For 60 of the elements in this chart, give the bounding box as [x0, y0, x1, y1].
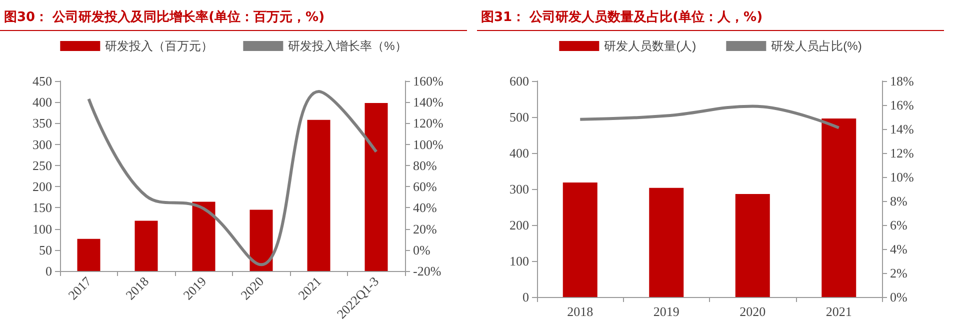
- y-tick-label: 0: [46, 264, 52, 278]
- line-series: [87, 90, 378, 266]
- y2-tick-label: 60%: [413, 179, 437, 194]
- y-tick-label: 300: [32, 136, 52, 152]
- bar: [134, 220, 158, 271]
- y2-tick-label: 4%: [890, 242, 908, 256]
- y-tick-label: 100: [32, 221, 52, 236]
- y2-tick-label: 80%: [413, 158, 437, 173]
- y2-tick-label: 40%: [413, 200, 437, 216]
- x-tick-label: 2021: [826, 304, 852, 319]
- y2-tick-label: -20%: [413, 264, 442, 278]
- y2-tick-label: 120%: [413, 116, 444, 131]
- bar: [562, 182, 598, 297]
- y2-tick-label: 100%: [413, 136, 444, 152]
- y-tick-label: 350: [32, 116, 52, 131]
- chart-title: 图30： 公司研发投入及同比增长率(单位：百万元，%): [0, 0, 467, 31]
- y-tick-label: 0: [522, 290, 529, 304]
- y2-tick-label: 160%: [413, 74, 444, 88]
- x-tick-label: 2020: [740, 304, 766, 319]
- line-series: [578, 104, 840, 130]
- y2-tick-label: 0%: [413, 242, 430, 258]
- legend-label: 研发投入增长率（%）: [288, 39, 407, 53]
- bar: [250, 210, 273, 271]
- y-tick-label: 600: [510, 74, 529, 88]
- x-tick-label: 2019: [653, 304, 680, 319]
- y-tick-label: 50: [39, 242, 52, 258]
- y2-tick-label: 12%: [890, 146, 914, 160]
- bar: [649, 188, 684, 297]
- y2-tick-label: 2%: [890, 266, 908, 280]
- y-tick-label: 150: [32, 200, 52, 216]
- y2-tick-label: 140%: [413, 94, 444, 110]
- bar: [364, 102, 388, 271]
- bar: [735, 194, 770, 297]
- y2-tick-label: 6%: [890, 218, 908, 232]
- y2-tick-label: 16%: [890, 98, 914, 112]
- x-tick-label: 2018: [567, 304, 594, 319]
- chart-title: 图31： 公司研发人员数量及占比(单位：人，%): [477, 0, 944, 31]
- legend-label: 研发投入（百万元）: [105, 39, 214, 53]
- bar: [192, 202, 216, 271]
- y-tick-label: 300: [510, 182, 529, 196]
- legend-label: 研发人员占比(%): [771, 39, 862, 53]
- y-tick-label: 250: [32, 158, 52, 173]
- y-tick-label: 200: [510, 218, 529, 232]
- x-tick-label: 2021: [295, 274, 324, 303]
- y-tick-label: 500: [510, 110, 529, 124]
- y2-tick-label: 14%: [890, 122, 914, 136]
- legend-label: 研发人员数量(人): [604, 39, 696, 53]
- y-tick-label: 400: [32, 94, 52, 110]
- y2-tick-label: 20%: [413, 221, 437, 236]
- y2-tick-label: 10%: [890, 170, 914, 184]
- y-tick-label: 450: [32, 74, 52, 88]
- bar: [307, 120, 330, 271]
- bar: [77, 238, 100, 271]
- y-tick-label: 200: [32, 179, 52, 194]
- y-tick-label: 100: [510, 254, 529, 268]
- y2-tick-label: 8%: [890, 194, 908, 208]
- bar: [822, 118, 856, 297]
- y2-tick-label: 18%: [890, 74, 914, 88]
- y-tick-label: 400: [510, 146, 529, 160]
- y2-tick-label: 0%: [890, 290, 908, 304]
